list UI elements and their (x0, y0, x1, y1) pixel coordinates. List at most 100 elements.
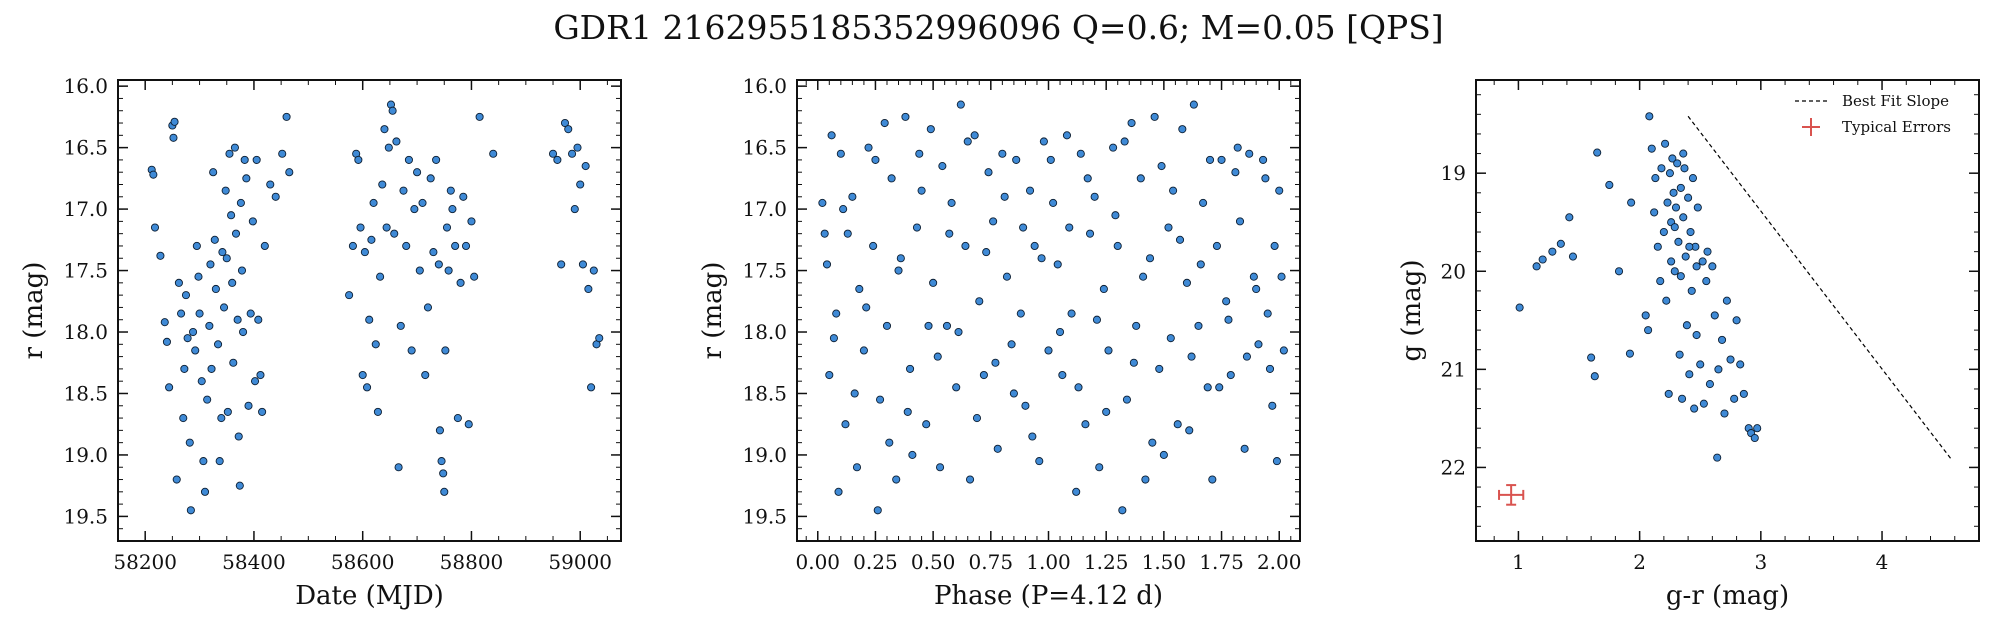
lightcurve-data-point (223, 407, 232, 416)
phase-data-point (1104, 346, 1113, 355)
colour_magnitude-data-point (1625, 349, 1634, 358)
phase-data-point (1155, 364, 1164, 373)
phase-data-point (1090, 192, 1099, 201)
colour_magnitude-data-point (1713, 453, 1722, 462)
lightcurve-data-point (360, 248, 369, 257)
colour_magnitude-data-point (1659, 227, 1668, 237)
colour_magnitude-data-point (1736, 360, 1745, 369)
phase-data-point (1025, 186, 1035, 195)
lightcurve-y-tick-label: 19.0 (63, 443, 108, 467)
lightcurve-data-point (589, 266, 598, 275)
phase-data-point (843, 229, 852, 238)
colour_magnitude-data-point (1565, 213, 1574, 222)
lightcurve-data-point (207, 364, 216, 373)
lightcurve-data-point (587, 383, 596, 392)
lightcurve-data-point (470, 272, 479, 281)
lightcurve-data-point (217, 414, 226, 423)
lightcurve-data-point (367, 235, 376, 244)
phase-data-point (1185, 426, 1194, 435)
colour_magnitude-y-tick-label: 19 (1441, 161, 1466, 185)
phase-data-point (894, 266, 903, 275)
colour_magnitude-data-point (1703, 247, 1712, 256)
lightcurve-data-point (426, 174, 435, 183)
lightcurve-data-point (150, 223, 160, 232)
phase-data-point (864, 143, 873, 152)
phase-data-point (1175, 235, 1185, 244)
phase-data-point (827, 131, 836, 140)
colour_magnitude-data-point (1653, 242, 1662, 251)
phase-data-point (1122, 395, 1131, 404)
phase-data-point (1002, 272, 1012, 281)
phase-data-point (1263, 309, 1272, 318)
lightcurve-data-point (548, 149, 558, 158)
lightcurve-data-point (221, 186, 230, 195)
lightcurve-data-point (570, 205, 579, 214)
colour_magnitude-data-point (1730, 394, 1739, 403)
colour_magnitude-data-point (1671, 203, 1681, 212)
phase-data-point (869, 241, 878, 251)
phase-data-point (1242, 352, 1251, 361)
colour_magnitude-data-point (1687, 286, 1696, 295)
phase-data-point (1095, 463, 1104, 472)
phase-data-point (906, 364, 915, 373)
colour_magnitude-data-point (1651, 174, 1660, 183)
phase-data-point (982, 248, 991, 257)
colour_magnitude-data-point (1696, 360, 1705, 369)
lightcurve-data-point (429, 248, 438, 257)
phase-x-tick-label: 0.75 (969, 550, 1014, 574)
lightcurve-data-point (564, 125, 573, 134)
phase-data-point (1231, 168, 1240, 177)
colour_magnitude-data-point (1685, 242, 1694, 251)
lightcurve-data-point (441, 346, 450, 355)
lightcurve-data-point (384, 143, 393, 152)
lightcurve-data-point (282, 112, 291, 121)
phase-x-tick-label: 1.75 (1199, 550, 1244, 574)
colour_magnitude-data-point (1720, 409, 1729, 418)
phase-data-point (873, 506, 882, 515)
phase-frame (796, 79, 1301, 542)
colour_magnitude-data-point (1644, 326, 1653, 335)
phase-data-point (1187, 352, 1196, 361)
lightcurve-data-point (169, 133, 178, 142)
colour_magnitude-data-point (1590, 372, 1599, 381)
lightcurve-data-point (235, 481, 244, 490)
lightcurve-data-point (415, 266, 424, 275)
lightcurve-data-point (170, 117, 179, 126)
colour_magnitude-data-point (1668, 154, 1677, 163)
phase-data-point (1039, 137, 1048, 146)
colour_magnitude-data-point (1667, 257, 1676, 266)
phase-data-point (989, 217, 998, 226)
lightcurve-y-tick-label: 16.5 (63, 136, 108, 160)
colour-magnitude-frame (1475, 79, 1980, 542)
colour_magnitude-x-tick-label: 4 (1876, 550, 1889, 574)
lightcurve-data-point (256, 370, 265, 380)
lightcurve-data-point (382, 223, 391, 232)
phase-data-point (1076, 149, 1085, 158)
lightcurve-data-point (459, 192, 468, 201)
phase-data-point (903, 407, 912, 416)
colour_magnitude-data-point (1664, 389, 1673, 398)
lightcurve-data-point (456, 278, 465, 287)
phase-data-point (1268, 401, 1277, 410)
lightcurve-data-point (225, 149, 234, 158)
phase-data-point (825, 370, 834, 380)
lightcurve-data-point (162, 337, 171, 346)
phase-x-tick-label: 2.00 (1257, 550, 1302, 574)
lightcurve-y-tick-label: 16.0 (63, 74, 108, 98)
phase-data-point (1217, 155, 1226, 164)
lightcurve-data-point (210, 235, 219, 244)
lightcurve-data-point (186, 506, 195, 515)
colour_magnitude-data-point (1685, 370, 1694, 379)
lightcurve-y-tick-label: 17.5 (63, 259, 108, 283)
colour-magnitude-panel: 1 2 3 4 19 20 21 22 g-r (mag) g (mag) Best Fit … (1397, 79, 1980, 611)
lightcurve-data-point (446, 186, 455, 195)
colour_magnitude-data-point (1593, 148, 1602, 157)
phase-data-point (839, 205, 848, 214)
phase-x-tick-label: 1.00 (1026, 550, 1071, 574)
colour_magnitude-data-point (1532, 262, 1541, 271)
phase-data-point (947, 198, 956, 207)
phase-data-point (924, 321, 933, 330)
lightcurve-data-point (222, 254, 231, 263)
lightcurve-data-point (437, 457, 446, 466)
phase-data-point (1199, 198, 1208, 207)
